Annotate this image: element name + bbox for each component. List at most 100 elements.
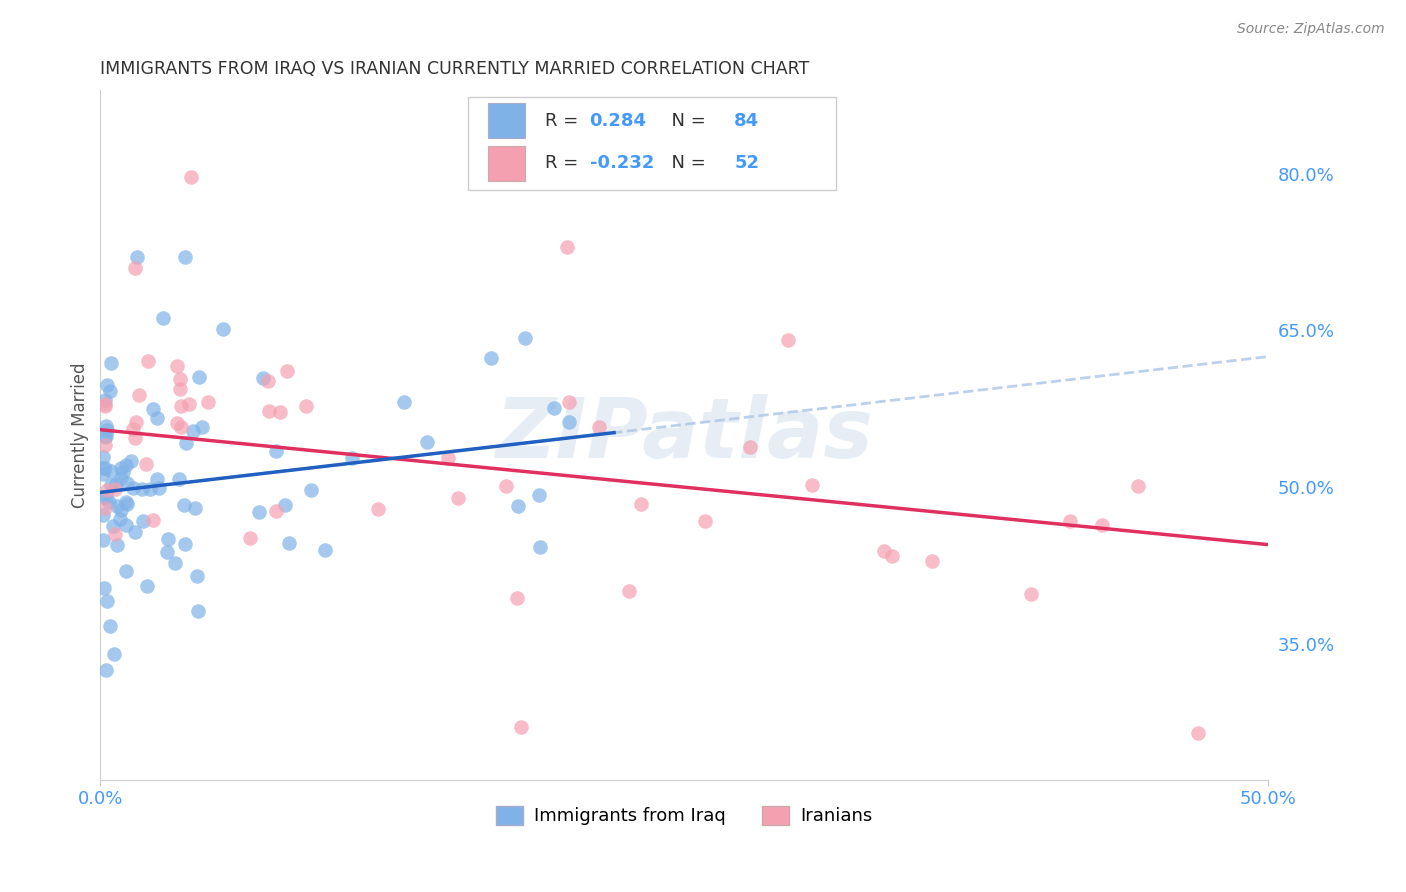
Immigrants from Iraq (184, 501, 207, 516)
Iranians (135, 458, 157, 472)
Text: 0.284: 0.284 (589, 112, 647, 129)
Immigrants from Iraq (98, 619, 121, 633)
Immigrants from Iraq (93, 460, 115, 475)
Iranians (124, 260, 146, 275)
Immigrants from Iraq (156, 532, 179, 546)
Immigrants from Iraq (107, 538, 129, 552)
Immigrants from Iraq (278, 535, 301, 549)
Immigrants from Iraq (96, 423, 118, 437)
Immigrants from Iraq (558, 416, 581, 430)
Immigrants from Iraq (108, 512, 131, 526)
Immigrants from Iraq (340, 451, 363, 466)
Text: R =: R = (546, 154, 583, 172)
FancyBboxPatch shape (488, 146, 526, 180)
Immigrants from Iraq (152, 310, 174, 325)
Immigrants from Iraq (94, 490, 117, 504)
Immigrants from Iraq (115, 497, 138, 511)
Y-axis label: Currently Married: Currently Married (72, 362, 89, 508)
Iranians (166, 416, 188, 430)
Iranians (509, 720, 531, 734)
Iranians (1091, 518, 1114, 533)
Immigrants from Iraq (100, 356, 122, 370)
Immigrants from Iraq (98, 384, 121, 398)
FancyBboxPatch shape (468, 97, 837, 190)
Immigrants from Iraq (173, 251, 195, 265)
Iranians (437, 451, 460, 466)
Iranians (740, 440, 762, 454)
Immigrants from Iraq (120, 454, 142, 468)
Immigrants from Iraq (91, 467, 114, 482)
Immigrants from Iraq (186, 569, 208, 583)
Iranians (588, 420, 610, 434)
Iranians (170, 399, 193, 413)
Iranians (557, 395, 579, 409)
Immigrants from Iraq (91, 490, 114, 504)
Text: Source: ZipAtlas.com: Source: ZipAtlas.com (1237, 22, 1385, 37)
Immigrants from Iraq (105, 477, 128, 491)
Immigrants from Iraq (121, 481, 143, 495)
Immigrants from Iraq (174, 537, 197, 551)
Immigrants from Iraq (543, 401, 565, 415)
Iranians (257, 375, 280, 389)
Immigrants from Iraq (394, 394, 416, 409)
Immigrants from Iraq (110, 460, 132, 475)
Iranians (1059, 514, 1081, 528)
Text: 52: 52 (734, 154, 759, 172)
Immigrants from Iraq (252, 371, 274, 385)
Iranians (124, 431, 146, 445)
Iranians (872, 544, 894, 558)
Immigrants from Iraq (416, 434, 439, 449)
Text: -0.232: -0.232 (589, 154, 654, 172)
Immigrants from Iraq (156, 545, 179, 559)
Iranians (122, 422, 145, 436)
Immigrants from Iraq (187, 604, 209, 618)
Immigrants from Iraq (94, 392, 117, 407)
Text: R =: R = (546, 112, 583, 129)
Immigrants from Iraq (91, 450, 114, 465)
Iranians (166, 359, 188, 373)
Immigrants from Iraq (96, 378, 118, 392)
Immigrants from Iraq (94, 430, 117, 444)
Immigrants from Iraq (103, 647, 125, 661)
Immigrants from Iraq (139, 482, 162, 496)
Iranians (447, 491, 470, 505)
Text: N =: N = (659, 154, 711, 172)
Immigrants from Iraq (299, 483, 322, 497)
Immigrants from Iraq (94, 429, 117, 443)
Immigrants from Iraq (131, 483, 153, 497)
Immigrants from Iraq (190, 420, 212, 434)
Immigrants from Iraq (110, 471, 132, 485)
FancyBboxPatch shape (488, 103, 526, 138)
Immigrants from Iraq (508, 499, 530, 513)
Iranians (136, 354, 159, 368)
Iranians (506, 591, 529, 605)
Iranians (94, 399, 117, 413)
Immigrants from Iraq (91, 533, 114, 547)
Immigrants from Iraq (94, 419, 117, 434)
Iranians (630, 497, 652, 511)
Immigrants from Iraq (249, 505, 271, 519)
Immigrants from Iraq (212, 322, 235, 336)
Iranians (169, 382, 191, 396)
Immigrants from Iraq (101, 519, 124, 533)
Text: 84: 84 (734, 112, 759, 129)
Immigrants from Iraq (264, 444, 287, 458)
Immigrants from Iraq (479, 351, 502, 366)
Immigrants from Iraq (173, 498, 195, 512)
Immigrants from Iraq (167, 472, 190, 486)
Immigrants from Iraq (274, 498, 297, 512)
Immigrants from Iraq (181, 424, 204, 438)
Immigrants from Iraq (135, 579, 157, 593)
Immigrants from Iraq (314, 542, 336, 557)
Immigrants from Iraq (114, 518, 136, 533)
Immigrants from Iraq (115, 475, 138, 490)
Immigrants from Iraq (145, 410, 167, 425)
Iranians (177, 396, 200, 410)
Legend: Immigrants from Iraq, Iranians: Immigrants from Iraq, Iranians (489, 799, 879, 832)
Immigrants from Iraq (515, 331, 537, 345)
Iranians (269, 405, 291, 419)
Immigrants from Iraq (132, 515, 155, 529)
Immigrants from Iraq (148, 481, 170, 495)
Immigrants from Iraq (100, 478, 122, 492)
Iranians (257, 404, 280, 418)
